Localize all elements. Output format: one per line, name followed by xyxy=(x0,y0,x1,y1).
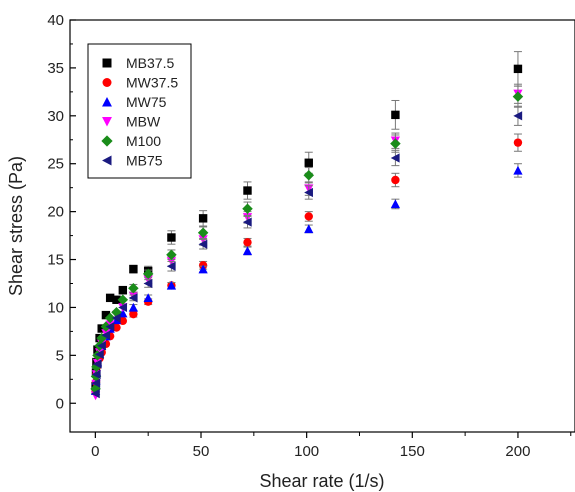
data-point xyxy=(143,293,153,303)
axis-ticks: 0 5 10 15 20 25 30 35 40 0 50 100 150 200 xyxy=(47,12,572,460)
data-point xyxy=(128,283,139,294)
y-tick-label: 30 xyxy=(47,108,64,125)
legend-marker xyxy=(101,135,113,147)
data-point xyxy=(242,246,253,256)
legend-marker xyxy=(102,58,112,68)
x-tick-label: 150 xyxy=(400,443,425,460)
data-point xyxy=(390,138,401,149)
legend-label: M100 xyxy=(126,133,161,149)
data-point xyxy=(92,359,102,369)
data-point xyxy=(142,268,154,280)
data-point xyxy=(197,227,209,238)
legend-marker xyxy=(102,78,112,87)
y-tick-label: 15 xyxy=(47,252,64,269)
data-point xyxy=(118,316,128,326)
legend: MB37.5 MW37.5 MW75 MBW M100 MB75 xyxy=(87,43,192,179)
legend-label: MW75 xyxy=(126,94,167,110)
data-point xyxy=(101,310,111,320)
data-point xyxy=(94,349,104,360)
data-point xyxy=(143,278,153,289)
y-tick-label: 25 xyxy=(47,156,64,173)
data-point xyxy=(198,239,208,249)
data-point xyxy=(513,64,523,74)
data-point xyxy=(242,217,252,227)
x-tick-label: 100 xyxy=(294,443,319,460)
data-point xyxy=(104,312,116,324)
data-marks xyxy=(90,51,524,401)
data-point xyxy=(304,158,313,167)
data-point xyxy=(111,313,121,323)
y-axis-title: Shear stress (Pa) xyxy=(6,156,26,296)
y-tick-label: 5 xyxy=(56,347,64,364)
data-point xyxy=(129,264,138,274)
legend-marker xyxy=(102,97,112,107)
y-tick-label: 20 xyxy=(47,204,64,221)
data-point xyxy=(513,138,523,147)
data-point xyxy=(243,238,252,247)
data-point xyxy=(198,214,208,223)
legend-label: MBW xyxy=(126,114,161,130)
data-point xyxy=(304,187,313,198)
data-point xyxy=(304,212,313,221)
series-MB75 xyxy=(90,105,523,399)
data-point xyxy=(97,341,106,351)
data-point xyxy=(513,165,523,175)
data-point xyxy=(118,285,128,295)
data-point xyxy=(166,280,177,290)
data-point xyxy=(242,203,253,215)
data-point xyxy=(303,169,315,181)
data-point xyxy=(166,261,176,271)
legend-marker xyxy=(102,117,112,127)
legend-label: MB75 xyxy=(126,153,163,169)
data-point xyxy=(167,233,176,242)
data-point xyxy=(390,153,400,163)
data-point xyxy=(90,389,100,399)
data-point xyxy=(129,309,138,319)
y-tick-label: 35 xyxy=(47,60,64,77)
data-point xyxy=(97,324,106,333)
series-MW75 xyxy=(90,163,523,395)
data-point xyxy=(112,295,121,304)
legend-label: MB37.5 xyxy=(126,55,174,71)
data-point xyxy=(391,110,400,120)
data-point xyxy=(243,186,252,195)
data-point xyxy=(112,323,121,332)
y-tick-label: 0 xyxy=(56,395,64,412)
data-point xyxy=(304,224,314,234)
data-point xyxy=(512,91,524,102)
data-point xyxy=(118,302,128,313)
data-point xyxy=(391,175,400,185)
x-tick-label: 200 xyxy=(505,443,530,460)
data-point xyxy=(198,264,208,274)
data-point xyxy=(91,369,101,380)
legend-label: MW37.5 xyxy=(126,75,178,91)
x-axis-title: Shear rate (1/s) xyxy=(259,471,384,491)
legend-marker xyxy=(102,155,112,166)
data-point xyxy=(105,293,115,303)
x-tick-label: 0 xyxy=(91,443,99,460)
data-point xyxy=(91,378,101,388)
data-point xyxy=(101,330,111,340)
plot-frame xyxy=(69,19,575,433)
x-tick-label: 50 xyxy=(193,443,210,460)
data-point xyxy=(513,111,523,121)
data-point xyxy=(117,294,129,306)
data-point xyxy=(390,199,401,209)
y-tick-label: 40 xyxy=(47,12,64,29)
data-point xyxy=(128,293,138,303)
data-point xyxy=(105,321,115,332)
y-tick-label: 10 xyxy=(47,299,64,316)
data-point xyxy=(166,249,177,260)
data-point xyxy=(128,302,139,312)
